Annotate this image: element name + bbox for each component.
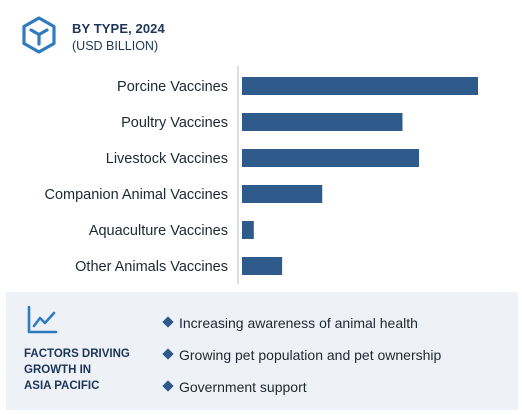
bar-chart: Porcine Vaccines Poultry Vaccines Livestoc… (45, 66, 478, 284)
category-label: Aquaculture Vaccines (89, 223, 228, 239)
factor-item: Growing pet population and pet ownership (162, 347, 442, 363)
factor-text: Growing pet population and pet ownership (179, 347, 442, 363)
cube-icon (22, 16, 56, 54)
factors-title-line: GROWTH IN (24, 364, 92, 376)
bar (242, 221, 254, 239)
bar (242, 257, 283, 275)
category-label: Poultry Vaccines (121, 115, 228, 131)
category-label: Livestock Vaccines (106, 151, 228, 167)
chart-title: BY TYPE, 2024 (72, 21, 165, 36)
factors-title-line: FACTORS DRIVING (24, 348, 130, 360)
chart-subtitle: (USD BILLION) (72, 39, 159, 53)
factor-item: Increasing awareness of animal health (162, 315, 418, 331)
category-label: Other Animals Vaccines (75, 259, 228, 275)
chart-header: BY TYPE, 2024 (USD BILLION) (20, 12, 500, 62)
factors-title-line: ASIA PACIFIC (24, 380, 100, 392)
factors-title: FACTORS DRIVING GROWTH IN ASIA PACIFIC (24, 346, 174, 394)
bar (242, 77, 478, 95)
trend-chart-icon (27, 305, 58, 334)
category-label: Companion Animal Vaccines (45, 187, 229, 203)
diamond-icon (162, 316, 174, 328)
bar (242, 185, 323, 203)
factor-item: Government support (162, 379, 307, 395)
diamond-icon (162, 380, 174, 392)
factor-text: Increasing awareness of animal health (179, 315, 418, 331)
growth-factors-panel: FACTORS DRIVING GROWTH IN ASIA PACIFIC I… (6, 292, 518, 410)
diamond-icon (162, 348, 174, 360)
bar (242, 113, 403, 131)
bar (242, 149, 419, 167)
category-label: Porcine Vaccines (117, 79, 228, 95)
factor-text: Government support (179, 379, 307, 395)
